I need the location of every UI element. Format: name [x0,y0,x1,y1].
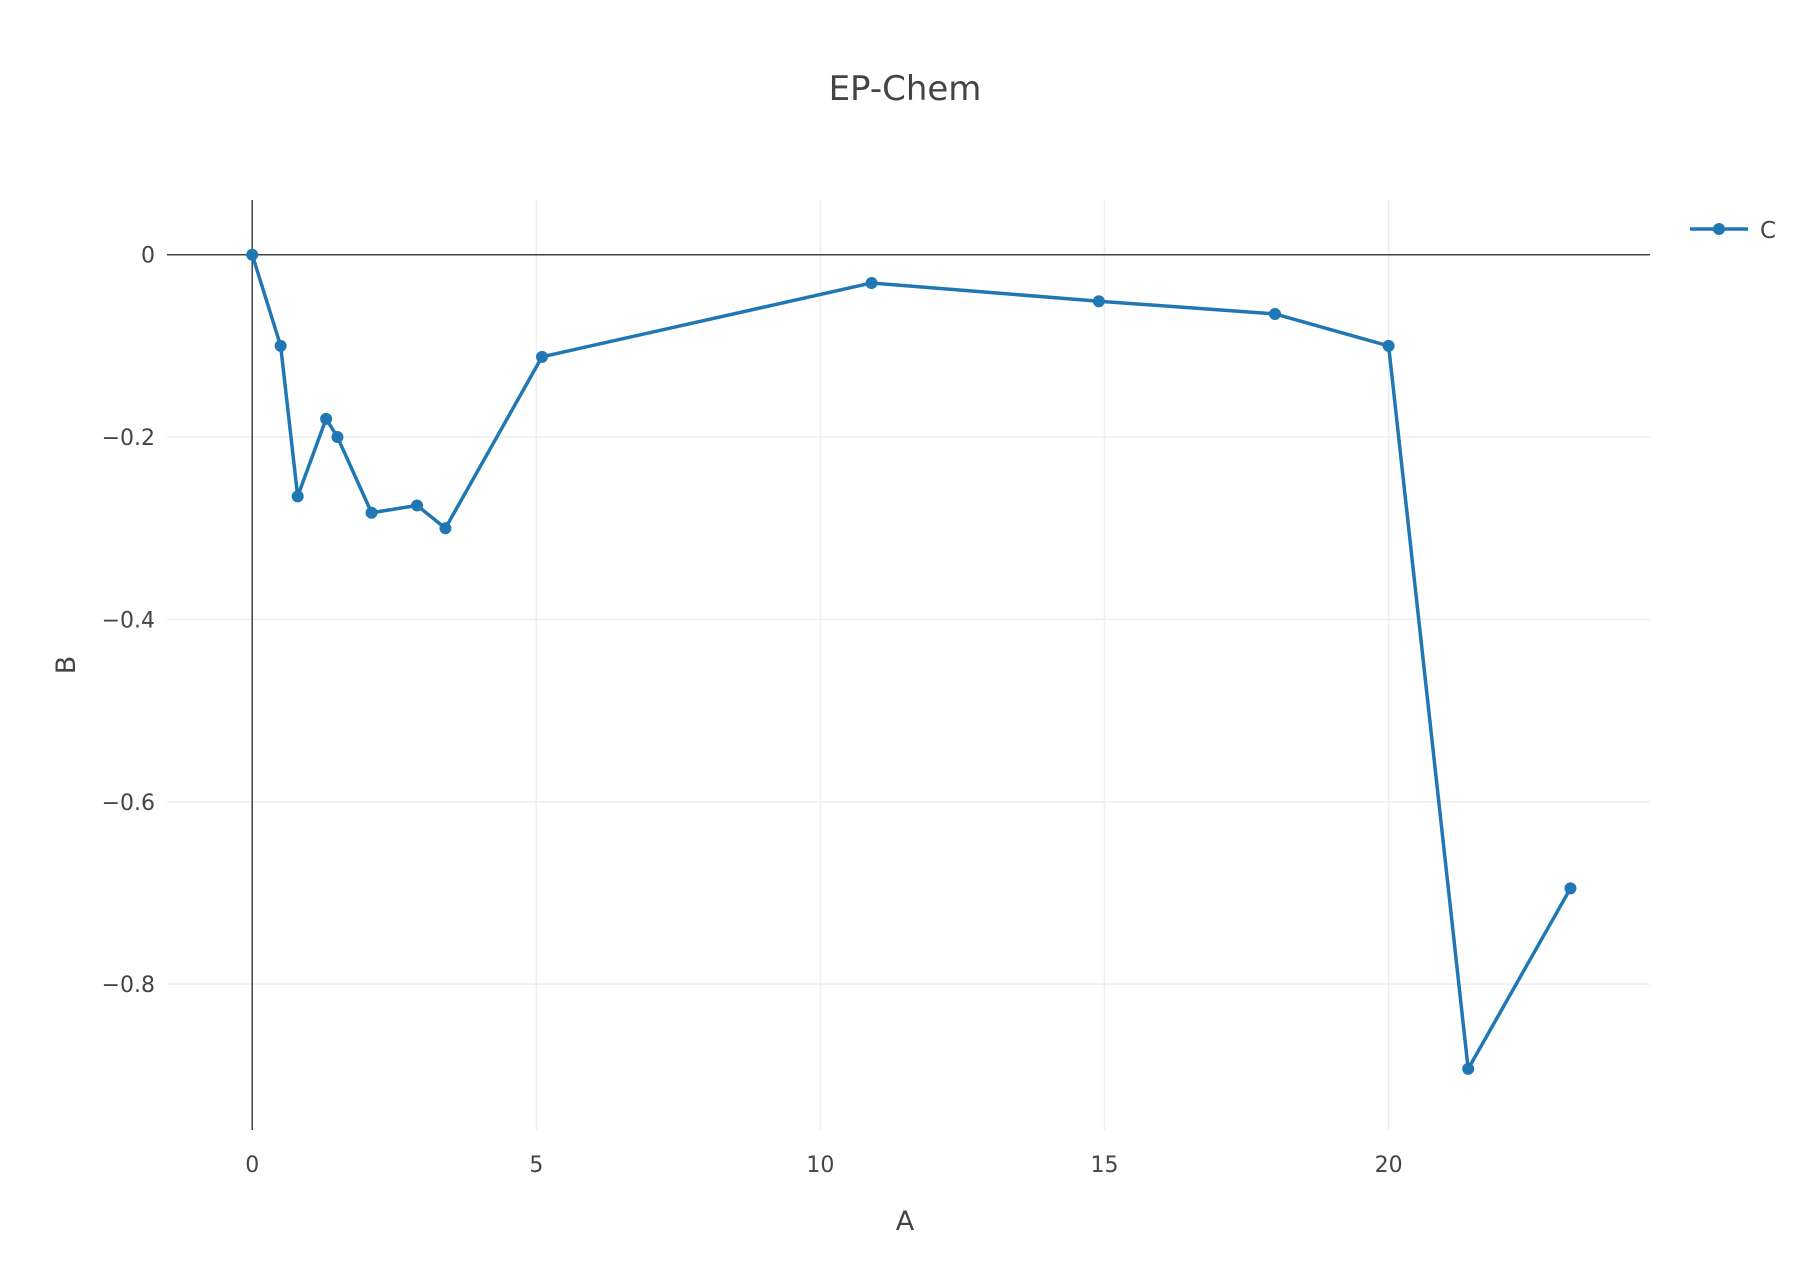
data-point[interactable] [1462,1062,1475,1075]
x-axis-title: A [896,1206,915,1237]
data-point[interactable] [291,490,304,503]
y-tick-label: 0 [141,244,155,269]
chart-title: EP-Chem [829,69,982,109]
y-tick-label: −0.8 [102,973,155,998]
series-layer [246,248,1577,1075]
data-point[interactable] [274,339,287,352]
data-point[interactable] [1268,307,1281,320]
legend-label-c: C [1760,218,1776,244]
x-tick-label: 5 [529,1153,543,1178]
legend[interactable]: C [1690,218,1776,244]
data-point[interactable] [865,276,878,289]
data-point[interactable] [536,350,549,363]
data-point[interactable] [365,506,378,519]
x-tick-label: 15 [1091,1153,1119,1178]
data-point[interactable] [246,248,259,261]
data-point[interactable] [439,522,452,535]
y-tick-label: −0.4 [102,608,155,633]
legend-marker-c [1713,223,1725,235]
x-tick-label: 10 [806,1153,834,1178]
data-point[interactable] [320,412,333,425]
x-tick-label: 0 [245,1153,259,1178]
data-point[interactable] [1564,882,1577,895]
y-tick-label: −0.6 [102,791,155,816]
axes: 0 5 10 15 20 0 −0.2 −0.4 −0.6 −0.8 [102,200,1650,1178]
x-tick-label: 20 [1375,1153,1403,1178]
y-tick-label: −0.2 [102,426,155,451]
data-point[interactable] [1092,295,1105,308]
data-point[interactable] [411,499,424,512]
y-axis-title: B [51,656,82,675]
data-point[interactable] [331,431,344,444]
data-point[interactable] [1382,339,1395,352]
